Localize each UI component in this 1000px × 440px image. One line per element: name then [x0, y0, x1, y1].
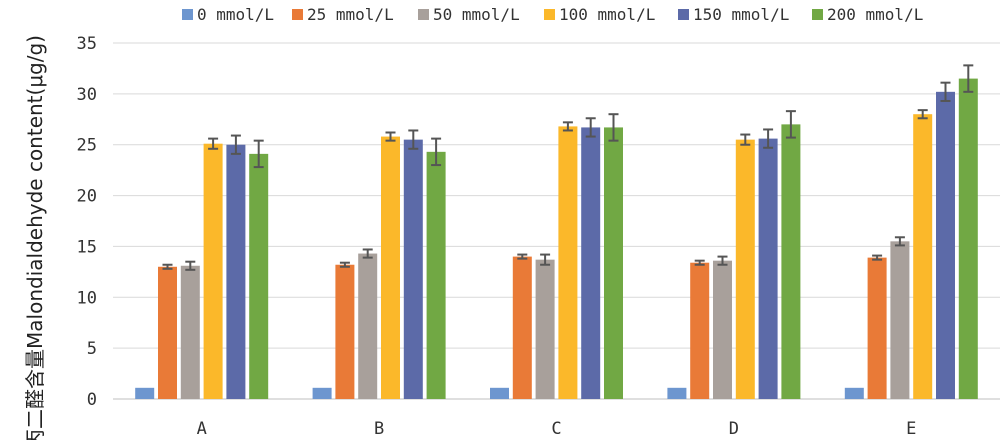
legend-entry: 100 mmol/L: [559, 5, 655, 24]
bar: [381, 136, 400, 399]
axes: 0 5 10 15 20 25 30 35 A B C D E: [77, 34, 917, 439]
y-axis-label-group: 丙二醛含量Malondialdehyde content(μg/g): [23, 35, 47, 440]
legend-entry: 0 mmol/L: [197, 5, 274, 24]
bar: [958, 78, 978, 399]
x-tick-label: A: [197, 419, 207, 439]
legend-swatch: [544, 9, 555, 20]
y-tick-label: 20: [77, 187, 97, 207]
bar: [135, 387, 155, 399]
bar: [558, 126, 578, 400]
bar: [312, 387, 332, 399]
error-bars: [162, 64, 974, 271]
y-tick-label: 35: [77, 34, 97, 54]
bar: [867, 257, 887, 399]
bar: [667, 387, 687, 399]
bar: [335, 264, 355, 399]
bar: [604, 127, 623, 400]
bar: [581, 127, 601, 400]
y-tick-label: 5: [87, 339, 97, 359]
y-tick-label: 10: [77, 288, 97, 308]
x-tick-label: E: [906, 419, 916, 439]
bar: [535, 259, 555, 399]
legend-swatch: [418, 9, 429, 20]
bars: [135, 78, 978, 400]
gridlines: [113, 42, 1000, 400]
legend-swatch: [678, 9, 689, 20]
bar: [690, 262, 710, 399]
bar: [913, 114, 933, 399]
x-tick-label: C: [551, 419, 561, 439]
bar: [781, 124, 801, 399]
bar: [936, 91, 955, 399]
y-axis-label: 丙二醛含量Malondialdehyde content(μg/g): [23, 35, 47, 440]
bar: [249, 153, 269, 399]
bar: [203, 143, 223, 399]
bar: [713, 260, 732, 399]
y-tick-label: 25: [77, 136, 97, 156]
legend-swatch: [182, 9, 193, 20]
x-tick-label: D: [729, 419, 739, 439]
bar: [226, 144, 246, 399]
bar: [844, 387, 864, 399]
y-tick-label: 15: [77, 237, 97, 257]
bar: [758, 138, 778, 399]
legend-swatch: [812, 9, 823, 20]
legend-entry: 150 mmol/L: [693, 5, 789, 24]
bar: [158, 266, 177, 399]
bar: [358, 253, 378, 399]
bar: [426, 151, 446, 399]
x-tick-label: B: [374, 419, 384, 439]
bar: [490, 387, 509, 399]
bar: [735, 139, 755, 399]
legend-entry: 200 mmol/L: [827, 5, 923, 24]
bar: [180, 265, 200, 399]
bar: [512, 256, 532, 399]
bar: [403, 139, 423, 399]
y-tick-label: 0: [87, 390, 97, 410]
legend-entry: 25 mmol/L: [307, 5, 394, 24]
bar: [890, 241, 910, 399]
legend-entry: 50 mmol/L: [433, 5, 520, 24]
legend: 0 mmol/L 25 mmol/L 50 mmol/L 100 mmol/L 150 …: [182, 5, 923, 24]
legend-swatch: [292, 9, 303, 20]
y-tick-label: 30: [77, 85, 97, 105]
